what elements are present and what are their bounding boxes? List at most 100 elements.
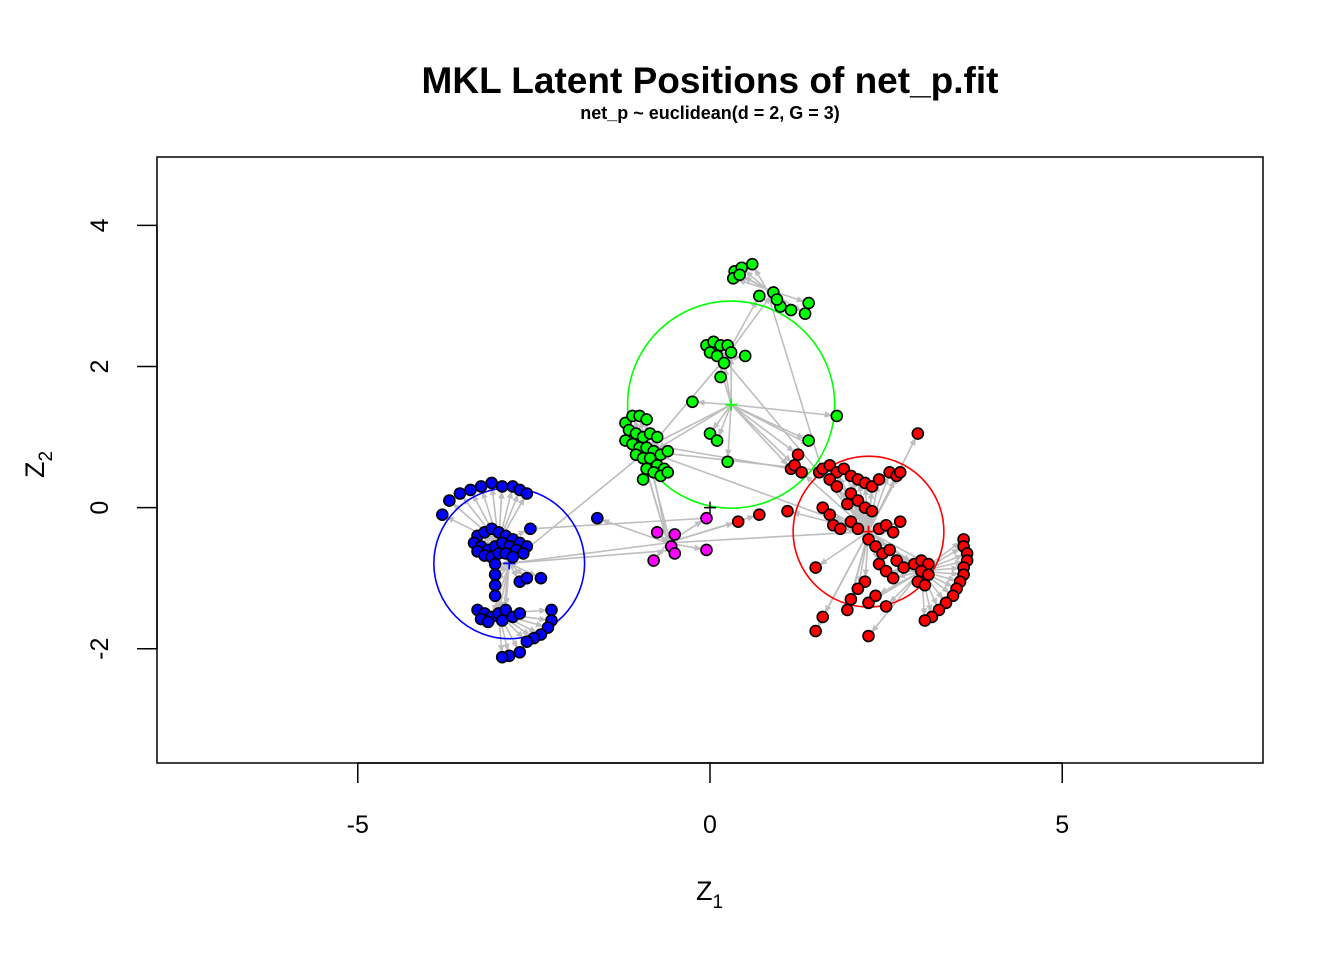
data-point bbox=[795, 466, 808, 479]
data-point bbox=[488, 578, 502, 592]
data-point bbox=[453, 487, 467, 500]
data-point bbox=[738, 349, 752, 363]
data-point bbox=[640, 413, 653, 426]
data-point bbox=[823, 508, 837, 521]
data-point bbox=[830, 409, 844, 423]
data-point bbox=[513, 607, 527, 620]
data-point bbox=[721, 455, 734, 469]
data-point bbox=[506, 550, 520, 564]
data-point bbox=[802, 434, 815, 447]
data-point bbox=[668, 528, 682, 541]
edge-line bbox=[867, 476, 899, 532]
data-point bbox=[733, 268, 746, 282]
edge-line bbox=[731, 403, 833, 418]
data-point bbox=[464, 483, 477, 497]
edge-line bbox=[650, 403, 732, 447]
edge-line bbox=[744, 270, 767, 290]
data-point bbox=[809, 624, 822, 638]
data-point bbox=[753, 508, 766, 521]
y-tick-label: -2 bbox=[86, 638, 114, 660]
edge-line bbox=[743, 276, 767, 290]
data-point bbox=[770, 293, 784, 306]
edge-line bbox=[730, 403, 810, 445]
data-point bbox=[911, 427, 925, 440]
data-point bbox=[650, 526, 664, 539]
data-point bbox=[495, 650, 509, 664]
data-point bbox=[524, 522, 537, 536]
data-point bbox=[753, 289, 766, 303]
data-point bbox=[700, 543, 713, 557]
edge-line bbox=[508, 542, 668, 566]
data-point bbox=[886, 526, 900, 539]
data-point bbox=[474, 480, 488, 493]
plot-frame bbox=[156, 156, 1264, 764]
data-point bbox=[834, 522, 847, 536]
chart-title: MKL Latent Positions of net_p.fit bbox=[422, 60, 999, 101]
edge-line bbox=[529, 517, 707, 532]
edge-line bbox=[509, 547, 676, 565]
data-point bbox=[841, 603, 854, 617]
data-point bbox=[841, 497, 854, 511]
data-point bbox=[851, 582, 865, 596]
edge-line bbox=[754, 267, 768, 290]
edge-line bbox=[712, 404, 732, 431]
data-point bbox=[791, 448, 805, 462]
data-point bbox=[700, 511, 713, 525]
edge-line bbox=[868, 530, 925, 563]
data-point bbox=[517, 547, 530, 560]
data-point bbox=[830, 480, 844, 493]
edge-line bbox=[730, 404, 792, 463]
data-point bbox=[883, 543, 896, 557]
data-point bbox=[520, 571, 534, 585]
data-point bbox=[545, 603, 558, 617]
data-point bbox=[844, 593, 858, 606]
data-point bbox=[918, 614, 932, 627]
cluster-circle bbox=[626, 300, 836, 509]
edge-line bbox=[819, 530, 869, 566]
data-point bbox=[922, 568, 935, 581]
data-point bbox=[745, 257, 759, 271]
data-point bbox=[809, 561, 822, 574]
edge-line bbox=[657, 403, 732, 450]
edge-line bbox=[660, 535, 669, 544]
edge-line bbox=[804, 475, 870, 533]
edge-line bbox=[920, 570, 933, 613]
data-point bbox=[488, 568, 502, 581]
y-axis-label: Z2 bbox=[20, 451, 57, 478]
cluster-center-marker bbox=[725, 398, 738, 411]
latent-points bbox=[436, 257, 974, 664]
edge-line bbox=[737, 279, 767, 290]
data-point bbox=[710, 434, 724, 447]
chart-subtitle: net_p ~ euclidean(d = 2, G = 3) bbox=[580, 103, 840, 123]
data-point bbox=[661, 466, 675, 479]
y-tick-label: 0 bbox=[86, 501, 114, 515]
data-point bbox=[893, 515, 907, 529]
data-point bbox=[661, 444, 675, 458]
x-tick-label: 5 bbox=[1055, 811, 1069, 839]
data-point bbox=[869, 589, 882, 603]
edge-line bbox=[824, 531, 870, 614]
data-point bbox=[485, 476, 498, 490]
edge-line bbox=[730, 403, 795, 453]
edge-line bbox=[765, 288, 824, 474]
data-point bbox=[893, 466, 907, 479]
data-point bbox=[781, 504, 794, 518]
data-point bbox=[686, 395, 699, 409]
data-point bbox=[851, 522, 865, 536]
data-point bbox=[731, 515, 745, 529]
data-point bbox=[886, 571, 900, 585]
edge-line bbox=[667, 522, 735, 544]
data-point bbox=[862, 629, 875, 643]
data-point bbox=[897, 561, 911, 574]
y-tick-label: 2 bbox=[86, 360, 114, 374]
data-point bbox=[816, 610, 830, 624]
data-point bbox=[724, 346, 738, 359]
x-axis-label: Z1 bbox=[696, 876, 723, 913]
data-point bbox=[534, 571, 548, 585]
data-point bbox=[590, 511, 604, 525]
data-point bbox=[488, 589, 502, 603]
data-point bbox=[802, 296, 815, 310]
data-point bbox=[636, 473, 650, 486]
data-point bbox=[647, 554, 660, 567]
